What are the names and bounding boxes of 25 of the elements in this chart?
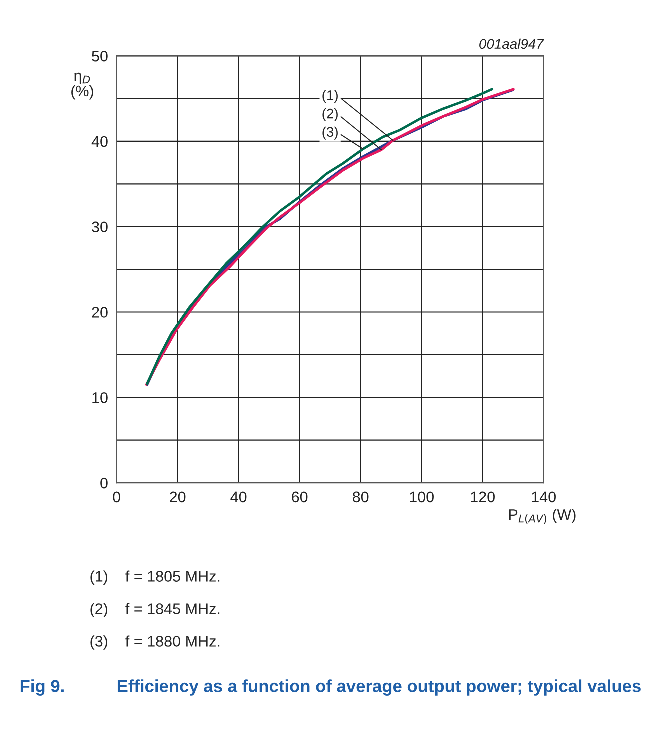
x-tick-label: 0: [113, 492, 120, 503]
annotation: (1): [322, 90, 338, 104]
annotation: (2): [322, 108, 338, 122]
y-tick-label: 30: [92, 222, 108, 233]
text: (2) f = 1845 MHz.: [90, 603, 220, 618]
annotation: (3): [322, 126, 338, 140]
text: (1) f = 1805 MHz.: [90, 570, 220, 585]
x-tick-label: 40: [230, 492, 247, 503]
text: Fig 9.: [20, 680, 64, 696]
x-tick-label: 60: [292, 492, 308, 503]
text: 001aal947: [480, 38, 544, 50]
x-axis-title: P$_{L(AV)}$ (W): [509, 509, 576, 524]
y-tick-label: 10: [92, 392, 108, 404]
x-tick-label: 100: [410, 492, 434, 503]
y-tick-label: 20: [92, 307, 108, 318]
y-tick-label: 50: [92, 50, 108, 62]
text: (3) f = 1880 MHz.: [90, 636, 220, 650]
x-tick-label: 20: [170, 492, 186, 503]
y-tick-label: 40: [92, 136, 108, 148]
x-tick-label: 120: [471, 492, 495, 503]
x-tick-label: 140: [532, 492, 556, 503]
text: Efficiency as a function of average output power; typical values: [118, 680, 641, 696]
y-axis-title: η$_{D}$ (%): [72, 72, 94, 100]
y-tick-label: 0: [100, 478, 108, 489]
x-tick-label: 80: [353, 492, 369, 503]
